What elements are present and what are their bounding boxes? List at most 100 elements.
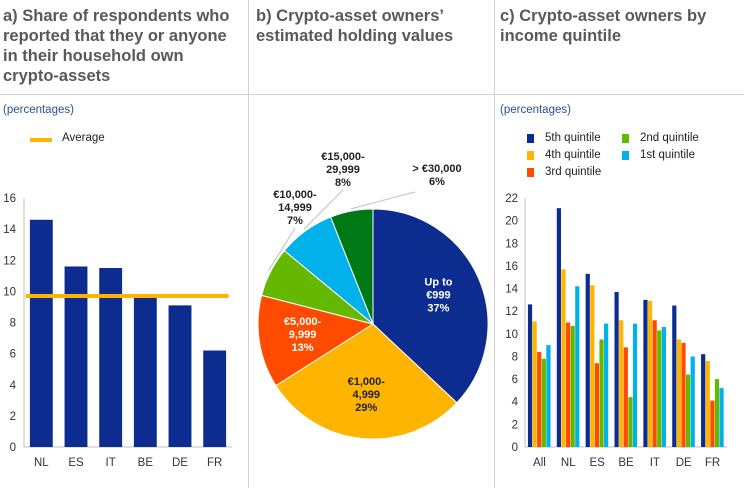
chart-c-income-quintile: 0 2 4 6 8 10 12 14 16 18 20 22 All NL ES BE IT DE FR xyxy=(505,193,727,469)
x-tick-label-a: DE xyxy=(172,457,188,469)
divider-right xyxy=(494,0,495,488)
x-tick-label-c: FR xyxy=(705,457,720,469)
bar-de-q1 xyxy=(690,356,695,447)
bar-be-q1 xyxy=(632,323,638,447)
x-tick-label-a: BE xyxy=(138,457,154,469)
y-tick-label-a: 16 xyxy=(3,193,16,205)
legend-label-2nd: 2nd quintile xyxy=(640,132,699,144)
legend-swatch-4th xyxy=(527,151,534,160)
average-legend-label: Average xyxy=(62,132,105,144)
pie-leader-3 xyxy=(268,227,296,272)
bar-fr-q3 xyxy=(710,400,715,447)
bar-de-q5 xyxy=(672,305,677,447)
bar-nl-q4 xyxy=(561,269,566,447)
bar-nl-q2 xyxy=(570,325,575,447)
x-tick-label-a: FR xyxy=(207,457,222,469)
y-tick-label-a: 10 xyxy=(3,286,16,298)
x-tick-label-a: ES xyxy=(68,457,84,469)
bar-all-q5 xyxy=(527,304,533,447)
y-tick-label-a: 6 xyxy=(10,349,16,361)
pie-label-2: €5,000-9,999 13% xyxy=(284,316,322,354)
y-tick-label-c: 14 xyxy=(505,284,518,296)
bar-be-q5 xyxy=(614,291,619,447)
pie-label-3: €10,000-14,999 7% xyxy=(273,189,317,227)
bar-it-q1 xyxy=(661,327,666,447)
legend-label-3rd: 3rd quintile xyxy=(545,166,602,178)
panel-a-title: a) Share of respondents who reported tha… xyxy=(3,7,230,85)
pie-slice-0 xyxy=(372,208,489,404)
bar-it xyxy=(99,268,123,447)
bar-de xyxy=(168,305,192,447)
x-tick-label-c: NL xyxy=(561,457,576,469)
y-tick-label-c: 16 xyxy=(505,261,518,273)
pie-slice-5 xyxy=(330,208,374,325)
y-tick-label-c: 6 xyxy=(512,374,518,386)
pie-slice-2 xyxy=(257,294,375,387)
pie-label-5: > €30,000 6% xyxy=(412,163,461,188)
y-tick-label-c: 10 xyxy=(505,329,518,341)
header-divider-c xyxy=(495,94,744,95)
bar-nl-q3 xyxy=(565,322,571,447)
bar-be-q4 xyxy=(619,320,624,447)
header-divider-a xyxy=(0,94,248,95)
legend-swatch-3rd xyxy=(527,168,534,177)
bar-es-q3 xyxy=(594,363,600,447)
bar-it-q5 xyxy=(643,299,648,447)
pie-label-0: Up to €999 37% xyxy=(424,277,452,315)
x-tick-label-c: BE xyxy=(618,457,634,469)
bar-de-q4 xyxy=(676,339,682,447)
bar-be-q3 xyxy=(623,347,628,447)
average-legend-swatch xyxy=(30,138,52,142)
y-tick-label-c: 22 xyxy=(505,193,518,205)
bar-fr-q2 xyxy=(714,379,720,447)
bar-fr xyxy=(203,350,227,447)
pie-leader-4 xyxy=(303,189,344,230)
legend-swatch-5th xyxy=(527,134,534,143)
bar-es xyxy=(64,266,88,447)
bar-fr-q5 xyxy=(701,354,706,447)
bar-de-q2 xyxy=(686,374,691,447)
bar-be-q2 xyxy=(628,397,633,447)
bar-nl-q5 xyxy=(556,208,561,447)
y-tick-label-c: 12 xyxy=(505,306,518,318)
legend-swatch-2nd xyxy=(622,134,629,143)
legend-label-1st: 1st quintile xyxy=(640,149,695,161)
y-tick-label-c: 2 xyxy=(512,419,518,431)
bar-nl xyxy=(29,219,53,447)
x-tick-label-a: NL xyxy=(34,457,49,469)
panel-a-unit: (percentages) xyxy=(3,104,74,116)
y-tick-label-c: 0 xyxy=(512,442,518,454)
bar-all-q4 xyxy=(532,321,537,447)
bar-all-q1 xyxy=(546,345,551,447)
bar-be xyxy=(133,296,157,447)
panel-c-unit: (percentages) xyxy=(500,104,571,116)
chart-a-country-share: 0 2 4 6 8 10 12 14 16 NL ES IT BE DE FR xyxy=(3,193,232,469)
y-tick-label-c: 4 xyxy=(512,397,519,409)
bar-it-q2 xyxy=(657,330,662,447)
y-tick-label-a: 14 xyxy=(3,224,16,236)
pie-leader-5 xyxy=(350,191,416,210)
bar-es-q5 xyxy=(585,273,590,447)
y-tick-label-c: 20 xyxy=(505,216,518,228)
x-tick-label-c: ES xyxy=(589,457,605,469)
bar-es-q2 xyxy=(599,339,604,447)
pie-label-1: €1,000-4,999 29% xyxy=(348,376,386,414)
pie-label-4: €15,000-29,999 8% xyxy=(321,151,365,189)
panel-c-title: c) Crypto-asset owners by income quintil… xyxy=(500,7,707,45)
bar-fr-q4 xyxy=(705,360,710,447)
y-tick-label-a: 2 xyxy=(10,411,16,423)
bar-es-q4 xyxy=(590,285,595,447)
x-tick-label-c: IT xyxy=(650,457,660,469)
bar-all-q2 xyxy=(541,358,546,447)
chart-b-holding-values-pie: Up to €999 37% €1,000-4,999 29% €5,000-9,999 1… xyxy=(257,151,489,440)
y-tick-label-a: 4 xyxy=(10,380,17,392)
legend-swatch-1st xyxy=(622,151,629,160)
y-tick-label-c: 8 xyxy=(512,351,518,363)
legend-label-4th: 4th quintile xyxy=(545,149,601,161)
bar-es-q1 xyxy=(604,323,609,447)
panel-b-title: b) Crypto-asset owners’ estimated holdin… xyxy=(256,7,454,45)
y-tick-label-a: 12 xyxy=(3,255,16,267)
divider-left xyxy=(248,0,249,488)
y-tick-label-c: 18 xyxy=(505,238,518,250)
pie-slice-1 xyxy=(275,323,458,440)
